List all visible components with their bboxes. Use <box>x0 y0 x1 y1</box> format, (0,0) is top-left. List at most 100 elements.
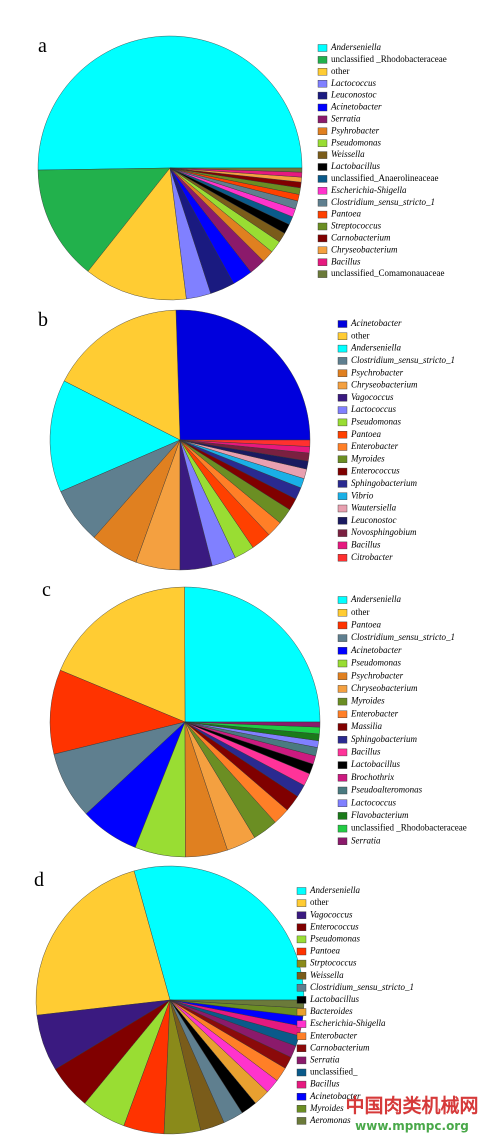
legend-label: unclassified_Comamonauaceae <box>331 268 444 278</box>
legend-swatch <box>296 1032 307 1040</box>
legend-swatch <box>317 175 328 183</box>
legend-swatch <box>337 418 348 427</box>
pie-slice <box>175 309 311 441</box>
legend-swatch <box>296 1020 307 1028</box>
legend-swatch <box>317 103 328 112</box>
pie-slice <box>87 167 187 301</box>
legend-label: Anderseniella <box>330 42 381 52</box>
legend-swatch <box>337 774 348 782</box>
legend-label: Pseudomonas <box>350 416 401 426</box>
legend-label: Strptococcus <box>310 958 357 968</box>
pie-slice <box>184 721 321 728</box>
legend-swatch <box>337 480 348 488</box>
legend-swatch <box>317 210 328 219</box>
legend-swatch <box>317 187 328 195</box>
legend-swatch <box>296 899 307 907</box>
legend-label: Pseudomonas <box>309 933 360 943</box>
legend-label: Vagococcus <box>310 909 353 919</box>
legend-swatch <box>317 234 328 243</box>
legend-label: Brochothrix <box>351 772 394 782</box>
legend-swatch <box>337 467 348 476</box>
pie-slice <box>60 586 186 723</box>
legend-swatch <box>317 151 328 159</box>
legend-swatch <box>337 672 348 680</box>
legend-swatch <box>317 127 328 136</box>
legend-swatch <box>317 258 328 266</box>
legend-swatch <box>317 163 328 171</box>
legend-label: Novosphingobium <box>350 527 417 537</box>
legend-swatch <box>317 270 328 278</box>
legend-label: Psychrobacter <box>350 670 404 680</box>
legend-label: Clostridium_sensu_stricto_1 <box>351 632 455 642</box>
legend-label: Enterobacter <box>309 1030 358 1040</box>
legend-label: Bacillus <box>331 256 361 266</box>
legend-label: Pantoea <box>350 619 381 629</box>
legend-label: Myroides <box>350 696 385 706</box>
legend-label: Citrobacter <box>351 552 393 562</box>
legend-swatch <box>317 44 328 52</box>
legend-label: Bacteroides <box>310 1006 353 1016</box>
legend-label: Chryseobacterium <box>351 683 418 693</box>
pie-slice <box>179 439 311 447</box>
pie-slice <box>35 870 171 1016</box>
legend-label: Pseudomonas <box>350 658 401 668</box>
legend-swatch <box>337 406 348 414</box>
legend-swatch <box>337 517 348 525</box>
legend-label: Leuconostoc <box>350 515 397 525</box>
legend-swatch <box>296 1008 307 1016</box>
legend-label: Enterococcus <box>350 466 400 476</box>
legend-label: Streptococcus <box>331 221 382 231</box>
legend-swatch <box>296 1092 307 1101</box>
legend-swatch <box>337 761 348 769</box>
legend-label: Sphingobacterium <box>351 734 417 744</box>
legend-swatch <box>337 609 348 617</box>
legend-label: Bacillus <box>310 1079 340 1089</box>
watermark-url: www.mpmpc.org <box>355 1119 469 1133</box>
legend-swatch <box>317 139 328 147</box>
legend-label: Anderseniella <box>350 594 401 604</box>
legend-swatch <box>337 812 348 820</box>
legend-label: Bacillus <box>351 539 381 549</box>
legend-swatch <box>337 621 348 630</box>
legend-swatch <box>337 837 348 845</box>
legend-swatch <box>296 959 307 968</box>
panel-label: a <box>38 35 47 57</box>
legend-swatch <box>317 68 328 76</box>
legend-swatch <box>337 443 348 451</box>
legend-swatch <box>337 659 348 668</box>
legend-swatch <box>337 529 348 537</box>
pie-slice <box>37 167 171 272</box>
legend-label: Vibrio <box>351 490 374 500</box>
pie-slice <box>63 309 181 441</box>
legend-label: Myroides <box>309 1103 344 1113</box>
legend-label: Lactococcus <box>350 404 396 414</box>
legend-swatch <box>296 1056 307 1065</box>
legend-swatch <box>296 1117 307 1125</box>
legend-swatch <box>337 504 348 513</box>
legend-label: unclassified _Rhodobacteraceae <box>331 54 447 64</box>
legend-swatch <box>317 91 328 100</box>
legend-swatch <box>337 394 348 402</box>
legend-swatch <box>317 115 328 124</box>
legend-label: Weissella <box>331 149 365 159</box>
legend-label: Chryseobacterium <box>331 244 398 254</box>
legend-label: Lactobacillus <box>309 994 359 1004</box>
legend-swatch <box>296 923 307 931</box>
legend-label: Lactobacillus <box>330 161 380 171</box>
legend-swatch <box>337 492 348 500</box>
legend-label: unclassified_Anaerolineaceae <box>331 173 438 183</box>
legend-swatch <box>296 935 307 944</box>
legend-swatch <box>337 541 348 550</box>
legend-swatch <box>296 1105 307 1113</box>
legend-label: other <box>331 66 350 76</box>
legend-swatch <box>337 685 348 693</box>
legend-swatch <box>337 320 348 328</box>
legend-label: Wautersiella <box>351 503 397 513</box>
legend-swatch <box>296 887 307 895</box>
legend-label: Acinetobacter <box>350 318 402 328</box>
legend-label: Anderseniella <box>309 885 360 895</box>
legend-label: Carnobacterium <box>331 232 391 242</box>
legend-label: Clostridium_sensu_stricto_1 <box>331 197 435 207</box>
legend-label: Acinetobacter <box>330 102 382 112</box>
legend-label: Acinetobacter <box>309 1091 361 1101</box>
